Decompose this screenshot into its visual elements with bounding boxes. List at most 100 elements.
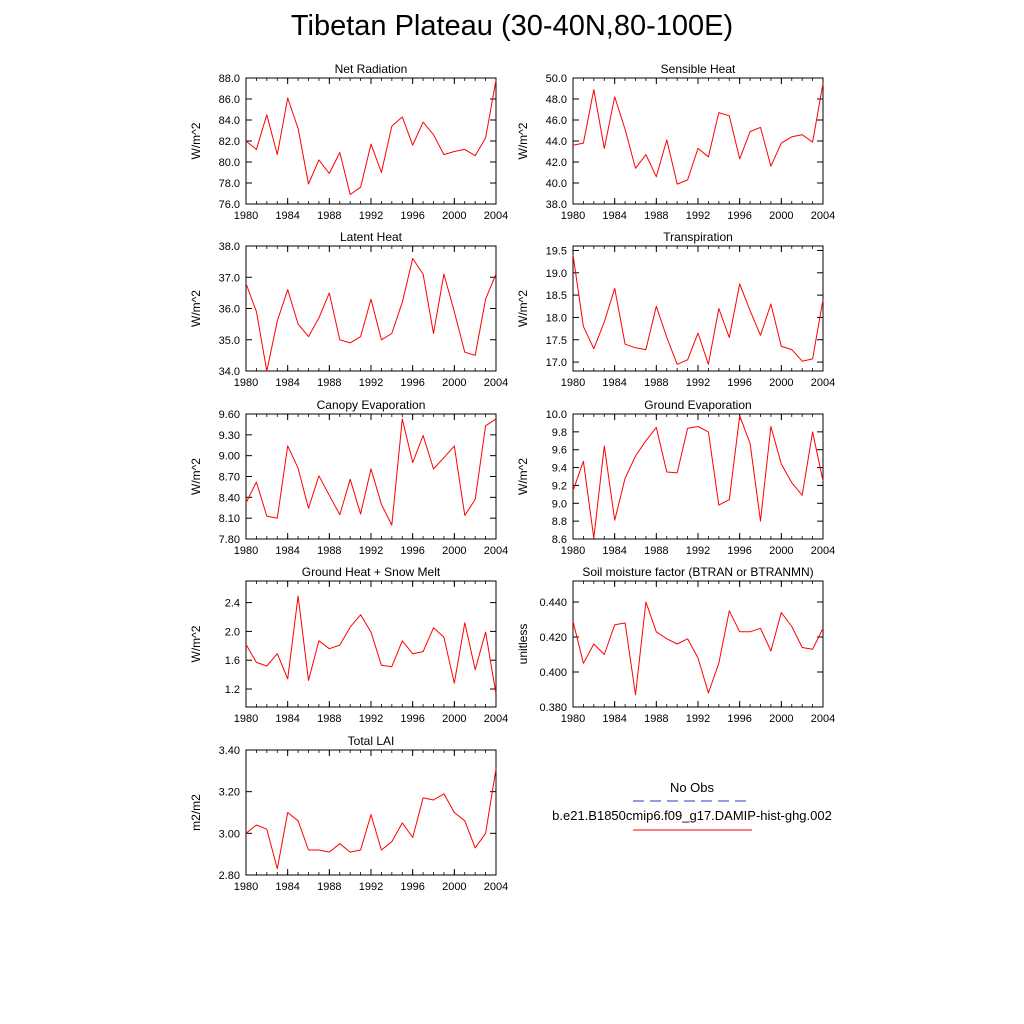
y-tick-label: 9.8	[552, 427, 567, 439]
y-tick-label: 88.0	[219, 73, 240, 85]
series-line	[572, 415, 824, 539]
x-tick-label: 1996	[727, 210, 751, 222]
y-tick-label: 3.00	[219, 828, 240, 840]
y-tick-label: 0.440	[539, 597, 567, 609]
x-tick-label: 1984	[275, 881, 299, 893]
x-tick-label: 1980	[561, 545, 585, 557]
y-tick-label: 2.80	[219, 870, 240, 882]
x-tick-label: 1988	[317, 545, 341, 557]
y-tick-label: 80.0	[219, 157, 240, 169]
x-tick-label: 1988	[317, 377, 341, 389]
y-tick-label: 8.6	[552, 534, 567, 546]
y-tick-label: 2.0	[225, 626, 240, 638]
plot-frame	[572, 580, 824, 708]
y-tick-label: 2.4	[225, 598, 240, 610]
x-tick-label: 1984	[275, 377, 299, 389]
y-tick-label: 34.0	[219, 366, 240, 378]
y-tick-label: 8.70	[219, 472, 240, 484]
x-tick-label: 1980	[234, 377, 258, 389]
chart-panel: 1980 1984 1988 1992 1996 2000 2004 38.0 40.0 42.0…	[516, 62, 835, 222]
x-tick-label: 1984	[602, 210, 626, 222]
y-tick-label: 40.0	[546, 178, 567, 190]
y-tick-label: 78.0	[219, 178, 240, 190]
x-tick-label: 1996	[400, 881, 424, 893]
x-tick-label: 1980	[234, 210, 258, 222]
y-tick-label: 84.0	[219, 115, 240, 127]
x-tick-label: 2004	[811, 713, 835, 725]
panel-title: Canopy Evaporation	[317, 398, 426, 412]
y-tick-label: 10.0	[546, 409, 567, 421]
y-tick-label: 44.0	[546, 136, 567, 148]
series-line	[245, 80, 497, 195]
x-tick-label: 1996	[400, 713, 424, 725]
y-axis-label: W/m^2	[516, 458, 530, 495]
x-tick-label: 1980	[234, 713, 258, 725]
y-axis-label: W/m^2	[516, 122, 530, 159]
x-tick-label: 1992	[686, 713, 710, 725]
y-tick-label: 8.40	[219, 492, 240, 504]
x-tick-label: 1980	[234, 545, 258, 557]
chart-panels: 1980 1984 1988 1992 1996 2000 2004 76.0 78.0 80.0…	[189, 62, 835, 893]
series-line	[245, 768, 497, 870]
y-axis-label: W/m^2	[189, 290, 203, 327]
series-line	[572, 601, 824, 696]
y-tick-label: 9.30	[219, 430, 240, 442]
x-tick-label: 1996	[400, 545, 424, 557]
y-tick-label: 17.5	[546, 335, 567, 347]
x-tick-label: 1984	[602, 545, 626, 557]
x-tick-label: 1992	[686, 377, 710, 389]
y-axis-label: W/m^2	[189, 458, 203, 495]
chart-panel: 1980 1984 1988 1992 1996 2000 2004 7.80 8.10 8.40…	[189, 398, 508, 557]
y-tick-label: 9.6	[552, 445, 567, 457]
chart-legend: No Obs b.e21.B1850cmip6.f09_g17.DAMIP-hi…	[552, 780, 832, 831]
chart-panel: 1980 1984 1988 1992 1996 2000 2004 8.6 8.8 9.0 9.2…	[516, 398, 835, 557]
x-tick-label: 2000	[442, 377, 466, 389]
y-axis-label: W/m^2	[189, 122, 203, 159]
x-tick-label: 2004	[484, 713, 508, 725]
plot-frame	[245, 580, 497, 708]
x-tick-label: 1988	[644, 713, 668, 725]
x-tick-label: 1984	[275, 713, 299, 725]
y-tick-label: 1.6	[225, 655, 240, 667]
x-tick-label: 1988	[644, 545, 668, 557]
y-tick-label: 9.4	[552, 463, 567, 475]
y-tick-label: 82.0	[219, 136, 240, 148]
series-line	[572, 83, 824, 185]
x-tick-label: 2004	[811, 377, 835, 389]
y-tick-label: 9.60	[219, 409, 240, 421]
series-line	[245, 418, 497, 526]
x-tick-label: 1988	[317, 210, 341, 222]
plot-frame	[245, 77, 497, 205]
y-tick-label: 17.0	[546, 357, 567, 369]
y-axis-label: W/m^2	[516, 290, 530, 327]
x-tick-label: 1988	[317, 881, 341, 893]
panel-title: Ground Evaporation	[644, 398, 751, 412]
y-tick-label: 86.0	[219, 94, 240, 106]
y-tick-label: 1.2	[225, 684, 240, 696]
y-tick-label: 9.0	[552, 498, 567, 510]
chart-panel: 1980 1984 1988 1992 1996 2000 2004 1.2 1.6 2.0 2.4…	[189, 565, 508, 725]
x-tick-label: 2000	[769, 713, 793, 725]
x-tick-label: 2000	[442, 881, 466, 893]
chart-panel: 1980 1984 1988 1992 1996 2000 2004 2.80 3.00 3.20…	[189, 734, 508, 893]
x-tick-label: 1992	[359, 881, 383, 893]
chart-panel: 1980 1984 1988 1992 1996 2000 2004 0.380 0.400 0.…	[516, 565, 835, 725]
x-tick-label: 1992	[359, 713, 383, 725]
plot-frame	[245, 245, 497, 372]
x-tick-label: 1992	[686, 545, 710, 557]
panel-title: Latent Heat	[340, 230, 403, 244]
x-tick-label: 1984	[602, 377, 626, 389]
panel-title: Ground Heat + Snow Melt	[302, 565, 441, 579]
y-tick-label: 50.0	[546, 73, 567, 85]
x-tick-label: 2000	[442, 545, 466, 557]
x-tick-label: 2000	[442, 210, 466, 222]
chart-panel: 1980 1984 1988 1992 1996 2000 2004 76.0 78.0 80.0…	[189, 62, 508, 222]
x-tick-label: 1984	[602, 713, 626, 725]
x-tick-label: 1988	[644, 377, 668, 389]
chart-panel: 1980 1984 1988 1992 1996 2000 2004 17.0 17.5 18.0…	[516, 230, 835, 389]
x-tick-label: 1992	[359, 210, 383, 222]
x-tick-label: 1984	[275, 545, 299, 557]
x-tick-label: 2004	[484, 377, 508, 389]
